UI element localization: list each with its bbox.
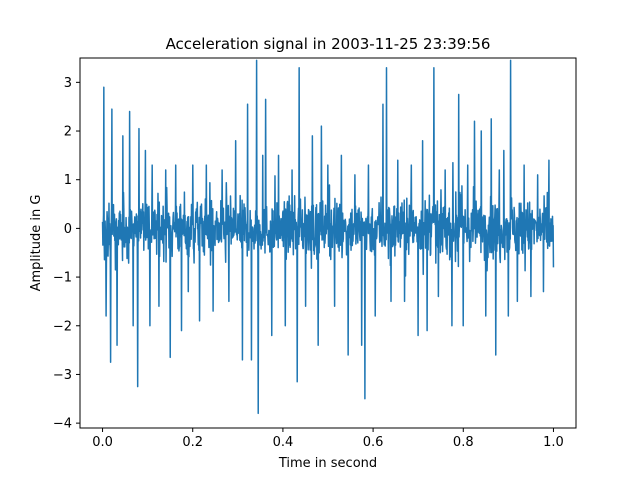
x-tick-label: 0.2 xyxy=(182,435,203,450)
x-axis: 0.0 0.2 0.4 0.6 0.8 1.0 xyxy=(92,428,564,450)
y-tick-label: 0 xyxy=(64,222,72,237)
y-tick-label: 2 xyxy=(64,125,72,140)
chart-title: Acceleration signal in 2003-11-25 23:39:… xyxy=(166,35,491,53)
y-tick-label: 1 xyxy=(64,173,72,188)
y-tick-label: −1 xyxy=(53,271,72,286)
signal-series xyxy=(101,59,555,415)
y-tick-label: −3 xyxy=(53,368,72,383)
y-tick-label: −4 xyxy=(53,417,72,432)
y-tick-label: 3 xyxy=(64,76,72,91)
x-axis-label: Time in second xyxy=(278,456,377,471)
plot-frame xyxy=(79,57,577,429)
x-tick-label: 0.0 xyxy=(92,435,113,450)
x-tick-label: 1.0 xyxy=(543,435,564,450)
signal-line xyxy=(101,59,555,415)
y-tick-label: −2 xyxy=(53,319,72,334)
x-tick-label: 0.4 xyxy=(273,435,294,450)
y-axis: −4 −3 −2 −1 0 1 2 3 xyxy=(53,76,80,432)
y-axis-label: Amplitude in G xyxy=(29,195,44,292)
x-tick-label: 0.6 xyxy=(363,435,384,450)
x-tick-label: 0.8 xyxy=(453,435,474,450)
